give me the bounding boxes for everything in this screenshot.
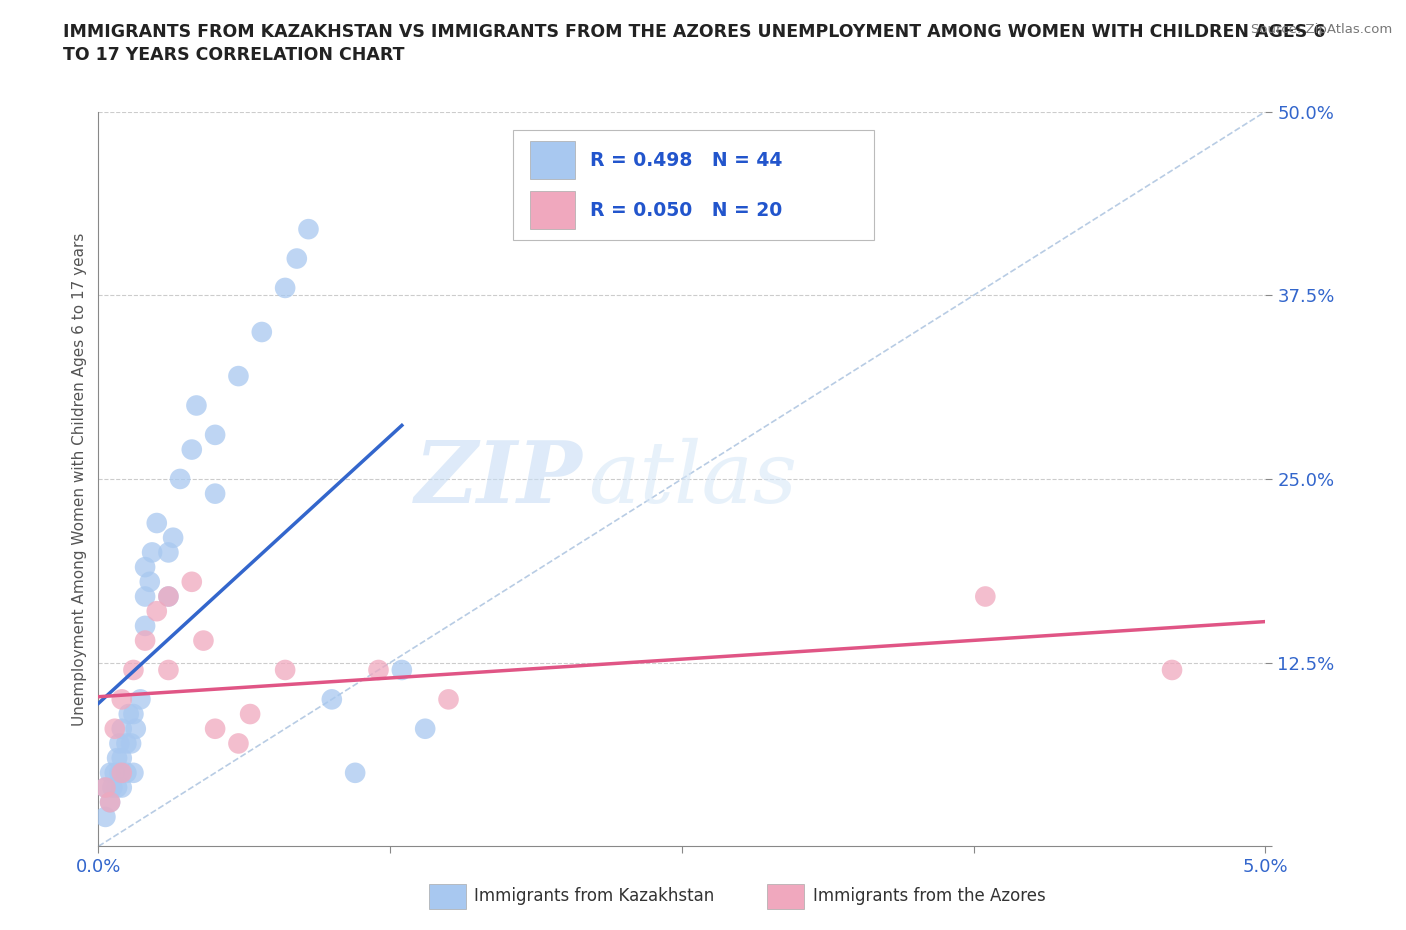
Point: [285, 251, 308, 266]
Point: [94, 809, 117, 824]
Point: [321, 692, 343, 707]
Point: [98, 795, 121, 810]
Point: [146, 515, 169, 530]
Point: [129, 692, 152, 707]
Point: [111, 692, 134, 707]
Point: [157, 589, 180, 604]
Point: [134, 618, 156, 633]
Point: [162, 530, 184, 545]
Point: [169, 472, 191, 486]
FancyBboxPatch shape: [530, 141, 575, 179]
Point: [104, 722, 127, 737]
FancyBboxPatch shape: [513, 130, 875, 240]
Point: [157, 662, 180, 677]
Point: [122, 765, 145, 780]
Point: [974, 589, 997, 604]
Y-axis label: Unemployment Among Women with Children Ages 6 to 17 years: Unemployment Among Women with Children A…: [72, 232, 87, 725]
Text: R = 0.498   N = 44: R = 0.498 N = 44: [589, 151, 782, 169]
Point: [180, 442, 202, 457]
Point: [274, 662, 297, 677]
Text: IMMIGRANTS FROM KAZAKHSTAN VS IMMIGRANTS FROM THE AZORES UNEMPLOYMENT AMONG WOME: IMMIGRANTS FROM KAZAKHSTAN VS IMMIGRANTS…: [63, 23, 1326, 41]
Point: [134, 589, 156, 604]
Point: [141, 545, 163, 560]
FancyBboxPatch shape: [530, 191, 575, 229]
Point: [111, 765, 134, 780]
Point: [108, 736, 131, 751]
Point: [105, 751, 128, 765]
Point: [157, 545, 180, 560]
Point: [367, 662, 389, 677]
Point: [101, 780, 124, 795]
FancyBboxPatch shape: [768, 884, 804, 909]
Point: [122, 662, 145, 677]
Point: [228, 736, 250, 751]
Point: [94, 780, 117, 795]
Text: Immigrants from the Azores: Immigrants from the Azores: [813, 887, 1046, 905]
Point: [104, 765, 127, 780]
Point: [1161, 662, 1184, 677]
Point: [111, 780, 134, 795]
Point: [118, 707, 141, 722]
Point: [186, 398, 208, 413]
Point: [204, 428, 226, 443]
Point: [274, 281, 297, 296]
Point: [157, 589, 180, 604]
Point: [413, 722, 436, 737]
Point: [297, 221, 319, 236]
Point: [204, 722, 226, 737]
Point: [125, 722, 148, 737]
Point: [344, 765, 367, 780]
Point: [437, 692, 460, 707]
Point: [139, 575, 162, 590]
Point: [108, 765, 131, 780]
Text: TO 17 YEARS CORRELATION CHART: TO 17 YEARS CORRELATION CHART: [63, 46, 405, 64]
Text: Source: ZipAtlas.com: Source: ZipAtlas.com: [1251, 23, 1392, 36]
Point: [228, 368, 250, 383]
Text: ZIP: ZIP: [415, 437, 582, 521]
Point: [120, 736, 142, 751]
Text: Immigrants from Kazakhstan: Immigrants from Kazakhstan: [474, 887, 714, 905]
Point: [111, 722, 134, 737]
Point: [111, 751, 134, 765]
Point: [105, 780, 128, 795]
Point: [115, 765, 138, 780]
Point: [146, 604, 169, 618]
Point: [391, 662, 413, 677]
Point: [180, 575, 202, 590]
Point: [98, 795, 121, 810]
Text: atlas: atlas: [589, 438, 797, 520]
Point: [98, 765, 121, 780]
Point: [115, 736, 138, 751]
Point: [134, 633, 156, 648]
Point: [193, 633, 215, 648]
FancyBboxPatch shape: [429, 884, 465, 909]
Point: [204, 486, 226, 501]
Point: [122, 707, 145, 722]
Point: [250, 325, 273, 339]
Text: R = 0.050   N = 20: R = 0.050 N = 20: [589, 201, 782, 219]
Point: [239, 707, 262, 722]
Point: [134, 560, 156, 575]
Point: [94, 780, 117, 795]
